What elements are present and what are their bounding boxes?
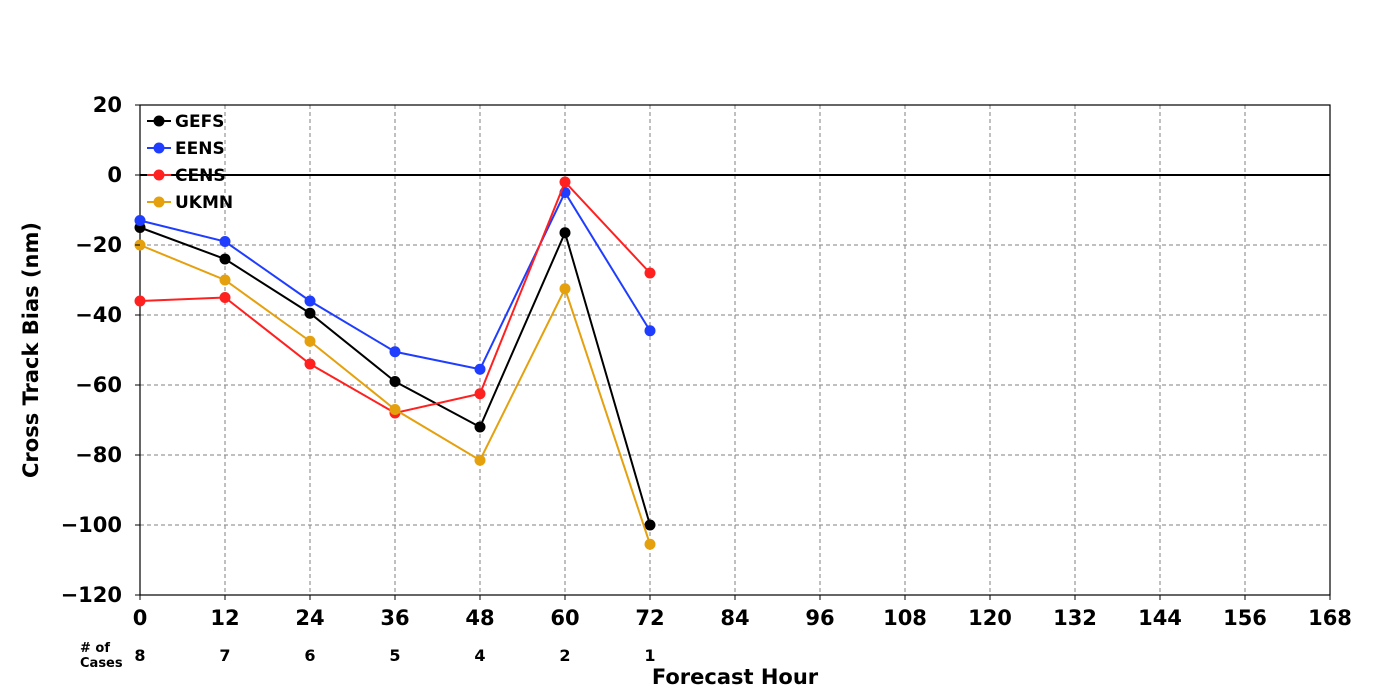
- data-point: [219, 274, 231, 286]
- data-point: [219, 236, 231, 247]
- data-point: [474, 363, 486, 375]
- data-point: [219, 253, 231, 265]
- series-eens: [134, 187, 656, 375]
- series-ukmn: [134, 239, 656, 550]
- x-tick-label: 0: [133, 606, 148, 630]
- legend-label: GEFS: [175, 112, 224, 132]
- data-point: [644, 325, 656, 337]
- y-tick-label: −60: [75, 373, 122, 397]
- case-count: 7: [219, 646, 230, 665]
- x-tick-label: 12: [210, 606, 239, 630]
- case-count: 5: [389, 646, 400, 665]
- case-count: 1: [644, 646, 655, 665]
- legend-label: EENS: [175, 139, 225, 159]
- legend-label: CENS: [175, 166, 226, 186]
- case-count: 8: [134, 646, 145, 665]
- y-tick-label: 20: [93, 93, 122, 117]
- data-point: [644, 267, 656, 279]
- x-tick-label: 84: [720, 606, 749, 630]
- x-tick-label: 108: [883, 606, 927, 630]
- x-tick-label: 36: [380, 606, 409, 630]
- data-point: [474, 421, 486, 433]
- legend-marker: [153, 142, 165, 154]
- data-point: [644, 538, 656, 550]
- data-point: [559, 176, 571, 188]
- x-tick-label: 72: [635, 606, 664, 630]
- x-axis-ticks: 0 12 24 36 48 60 72 84 96 108 120 132 144 156 168: [133, 595, 1352, 630]
- y-axis-title: Cross Track Bias (nm): [19, 222, 43, 478]
- y-tick-label: −100: [61, 513, 122, 537]
- series-layer: [134, 176, 656, 550]
- legend-marker: [153, 115, 165, 127]
- x-tick-label: 144: [1138, 606, 1182, 630]
- case-count: 6: [304, 646, 315, 665]
- data-point: [389, 404, 401, 415]
- x-axis-title: Forecast Hour: [652, 665, 819, 689]
- legend-marker: [153, 196, 165, 208]
- data-point: [134, 295, 146, 307]
- data-point: [304, 295, 316, 307]
- data-point: [304, 335, 316, 347]
- legend-item-eens: EENS: [147, 139, 225, 159]
- x-tick-label: 132: [1053, 606, 1097, 630]
- data-point: [559, 283, 571, 295]
- x-tick-label: 60: [550, 606, 579, 630]
- y-tick-label: −40: [75, 303, 122, 327]
- x-tick-label: 48: [465, 606, 494, 630]
- x-tick-label: 24: [295, 606, 324, 630]
- x-tick-label: 156: [1223, 606, 1267, 630]
- data-point: [559, 227, 571, 239]
- y-tick-label: −20: [75, 233, 122, 257]
- x-tick-label: 120: [968, 606, 1012, 630]
- data-point: [474, 388, 486, 400]
- case-count: 2: [559, 646, 570, 665]
- y-tick-label: −80: [75, 443, 122, 467]
- legend: GEFS EENS CENS UKMN: [147, 112, 233, 213]
- data-point: [304, 307, 316, 319]
- data-point: [644, 519, 656, 531]
- legend-label: UKMN: [175, 193, 233, 213]
- data-point: [134, 215, 146, 226]
- data-point: [389, 376, 401, 387]
- case-count: 4: [474, 646, 485, 665]
- y-tick-label: −120: [61, 583, 122, 607]
- grid: [140, 105, 1330, 595]
- data-point: [474, 454, 486, 466]
- cases-label: Cases: [80, 656, 123, 671]
- x-tick-label: 168: [1308, 606, 1352, 630]
- cases-label: # of: [80, 641, 110, 656]
- y-tick-label: 0: [107, 163, 122, 187]
- data-point: [304, 358, 316, 370]
- data-point: [219, 292, 231, 303]
- x-tick-label: 96: [805, 606, 834, 630]
- y-axis-ticks: 20 0 −20 −40 −60 −80 −100 −120: [61, 93, 140, 607]
- legend-item-ukmn: UKMN: [147, 193, 233, 213]
- legend-item-gefs: GEFS: [147, 112, 224, 132]
- data-point: [389, 346, 401, 358]
- legend-item-cens: CENS: [147, 166, 226, 186]
- legend-marker: [153, 169, 165, 181]
